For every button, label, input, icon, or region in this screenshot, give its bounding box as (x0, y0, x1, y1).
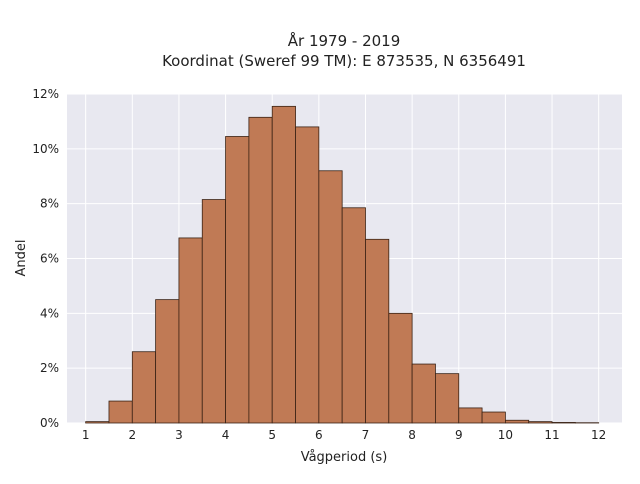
histogram-bar-13 (389, 313, 412, 423)
x-tick-label: 11 (544, 428, 559, 442)
histogram-bar-10 (319, 171, 342, 423)
histogram-bar-3 (156, 300, 179, 423)
histogram-bar-4 (179, 238, 202, 423)
histogram-bar-15 (435, 374, 458, 423)
histogram-bar-5 (202, 200, 225, 423)
histogram-bar-9 (296, 127, 319, 423)
histogram-bar-16 (459, 408, 482, 423)
x-tick-label: 8 (408, 428, 416, 442)
x-tick-label: 4 (222, 428, 230, 442)
chart-title-line-1: År 1979 - 2019 (288, 31, 401, 50)
histogram-bar-0 (86, 422, 109, 423)
histogram-bar-8 (272, 106, 295, 423)
x-tick-label: 12 (591, 428, 606, 442)
x-tick-label: 10 (498, 428, 513, 442)
y-axis-label: Andel (14, 240, 29, 277)
x-axis-label: Vågperiod (s) (301, 450, 388, 465)
y-tick-label: 12% (32, 87, 59, 101)
histogram-bar-20 (552, 422, 575, 423)
x-tick-label: 2 (128, 428, 136, 442)
histogram-bar-18 (505, 420, 528, 423)
histogram-bar-19 (529, 422, 552, 423)
y-axis-ticks: 0% 2% 4% 6% 8% 10% 12% (32, 87, 59, 430)
histogram-bar-2 (132, 352, 155, 423)
y-tick-label: 6% (40, 252, 59, 266)
histogram-bar-7 (249, 117, 272, 423)
histogram-bar-17 (482, 412, 505, 423)
x-tick-label: 7 (362, 428, 370, 442)
chart-title-line-2: Koordinat (Sweref 99 TM): E 873535, N 63… (162, 52, 526, 70)
x-tick-label: 1 (82, 428, 90, 442)
histogram-bar-11 (342, 208, 365, 423)
x-tick-label: 5 (268, 428, 276, 442)
histogram-bar-1 (109, 401, 132, 423)
x-tick-label: 3 (175, 428, 183, 442)
y-tick-label: 2% (40, 361, 59, 375)
histogram-bar-6 (226, 136, 249, 423)
y-tick-label: 0% (40, 416, 59, 430)
x-tick-label: 6 (315, 428, 323, 442)
y-tick-label: 4% (40, 306, 59, 320)
x-tick-label: 9 (455, 428, 463, 442)
histogram-bar-14 (412, 364, 435, 423)
y-tick-label: 8% (40, 197, 59, 211)
y-tick-label: 10% (32, 142, 59, 156)
histogram-bar-12 (365, 239, 388, 423)
